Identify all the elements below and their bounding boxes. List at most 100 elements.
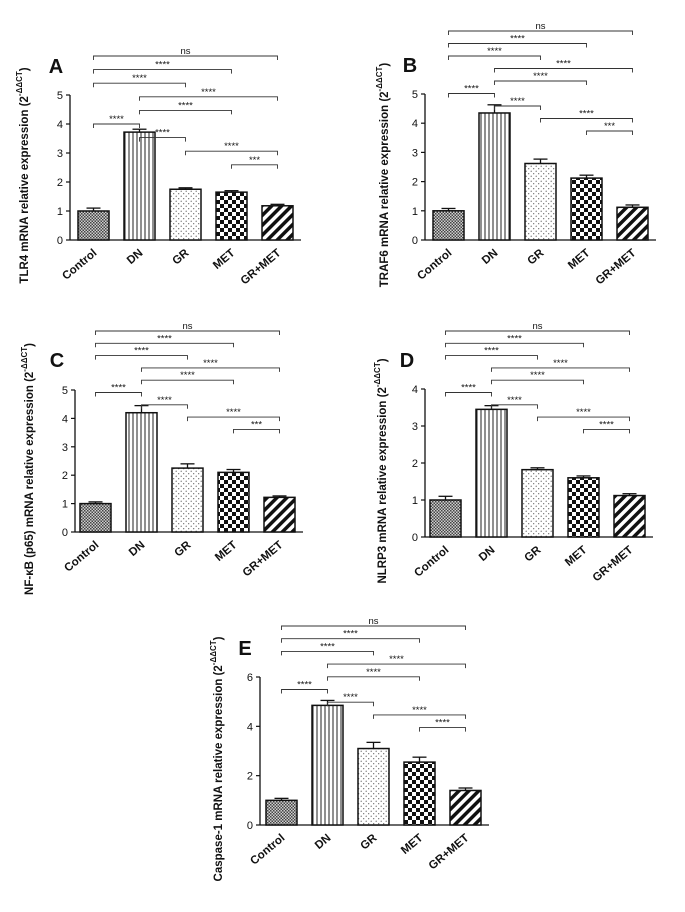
bar-gr: [169, 188, 202, 241]
significance-label: ****: [599, 419, 614, 430]
significance-bracket: [281, 638, 420, 643]
category-label: GR+MET: [239, 247, 284, 287]
significance-bracket: [491, 367, 630, 372]
y-axis-label-text: NLRP3 mRNA relative expression (2: [377, 387, 389, 583]
significance-bracket: [540, 118, 633, 123]
bar-dn: [311, 704, 344, 826]
y-axis-label-close: ): [213, 636, 225, 640]
y-tick-label: 4: [57, 119, 63, 131]
significance-bracket: [327, 676, 420, 681]
bar-met: [567, 477, 600, 538]
chart-panel-d: D 0 1 2 3 4 Control DN GR MET GR+MET NLRP3 mRNA rel…: [373, 321, 653, 584]
significance-label: ****: [530, 370, 545, 381]
significance-bracket: [141, 367, 280, 372]
significance-label: ****: [226, 407, 241, 418]
significance-bracket: [494, 105, 541, 110]
y-tick-label: 3: [57, 148, 63, 160]
category-label: Control: [412, 544, 451, 579]
bar-dn: [478, 112, 511, 241]
y-tick-label: 2: [57, 177, 63, 189]
category-label: Control: [415, 247, 454, 282]
y-tick-label: 5: [412, 89, 418, 101]
significance-bracket: [445, 355, 538, 360]
y-tick-label: 1: [412, 206, 418, 218]
y-axis-label-close: ): [19, 67, 31, 71]
y-axis-label-text: NF-κB (p65) mRNA relative expression (2: [24, 372, 36, 595]
category-label: DN: [127, 539, 147, 559]
y-axis-label-text: Caspase-1 mRNA relative expression (2: [213, 665, 225, 881]
y-axis-label: TRAF6 mRNA relative expression (2-ΔΔCT): [375, 63, 391, 288]
category-label: GR+MET: [241, 539, 286, 579]
significance-bracket: [187, 416, 280, 422]
y-tick-label: 2: [412, 177, 418, 189]
significance-bracket: [448, 55, 541, 60]
y-axis-label: NLRP3 mRNA relative expression (2-ΔΔCT): [373, 358, 389, 583]
significance-label: ****: [435, 718, 450, 729]
significance-label: ****: [157, 333, 172, 344]
category-label: MET: [213, 539, 239, 564]
significance-bracket: [139, 137, 186, 142]
y-axis-label-exponent: -ΔΔCT: [375, 67, 384, 92]
y-axis-label-exponent: -ΔΔCT: [15, 71, 24, 96]
category-label: Control: [62, 539, 101, 574]
significance-bracket: [185, 150, 278, 156]
y-axis-label-exponent: -ΔΔCT: [373, 362, 382, 387]
category-label: GR+MET: [594, 247, 639, 287]
category-label: MET: [566, 247, 592, 272]
chart-panel-c: C 0 1 2 3 4 5 Control DN GR MET GR+MET NF-κB (p65) m…: [20, 321, 303, 595]
significance-label: ****: [553, 358, 568, 369]
category-label: MET: [399, 832, 425, 857]
y-axis-label-exponent: -ΔΔCT: [20, 347, 29, 372]
panel-letter: E: [238, 638, 251, 660]
significance-label: ****: [366, 667, 381, 678]
panel-letter: C: [50, 350, 64, 372]
bar-met: [215, 191, 248, 241]
significance-label: ****: [178, 100, 193, 111]
bar-gr: [524, 162, 557, 241]
category-label: DN: [477, 544, 497, 564]
significance-bracket: [93, 82, 186, 88]
significance-bracket: [95, 355, 188, 360]
significance-label: ****: [507, 333, 522, 344]
significance-bracket: [281, 650, 374, 656]
significance-label: ns: [182, 321, 192, 332]
panel-letter: D: [400, 350, 414, 372]
significance-bracket: [419, 727, 466, 732]
y-tick-label: 5: [57, 90, 63, 102]
chart-panel-a: A 0 1 2 3 4 5 Control DN GR MET GR+MET TLR4 mRNA rel…: [15, 46, 301, 287]
significance-label: ****: [201, 87, 216, 98]
significance-label: ***: [604, 121, 615, 132]
significance-bracket: [583, 428, 630, 434]
y-axis-label-close: ): [24, 343, 36, 347]
category-label: Control: [248, 832, 287, 867]
y-axis-label-close: ): [379, 63, 391, 67]
y-axis-label: Caspase-1 mRNA relative expression (2-ΔΔ…: [209, 636, 225, 881]
bar-gr: [357, 747, 390, 826]
significance-label: ****: [576, 407, 591, 418]
y-tick-label: 5: [62, 385, 68, 397]
category-label: GR: [173, 539, 194, 560]
significance-label: ns: [180, 46, 190, 57]
significance-label: ***: [249, 155, 260, 166]
bar-gr-met: [263, 496, 296, 533]
significance-label: ****: [464, 84, 479, 95]
significance-bracket: [93, 123, 140, 128]
y-tick-label: 3: [62, 442, 68, 454]
y-tick-label: 0: [62, 527, 68, 539]
category-label: GR+MET: [591, 544, 636, 584]
significance-bracket: [445, 330, 630, 335]
y-axis-label: NF-κB (p65) mRNA relative expression (2-…: [20, 343, 36, 595]
bar-control: [429, 499, 462, 538]
y-tick-label: 2: [62, 470, 68, 482]
y-tick-label: 4: [412, 384, 418, 396]
significance-bracket: [281, 625, 466, 630]
significance-label: ns: [535, 21, 545, 32]
significance-label: ****: [134, 346, 149, 357]
significance-bracket: [281, 689, 328, 694]
significance-bracket: [327, 663, 466, 669]
significance-bracket: [139, 96, 278, 101]
category-label: Control: [60, 247, 99, 282]
significance-label: ****: [556, 59, 571, 70]
significance-bracket: [95, 330, 280, 335]
